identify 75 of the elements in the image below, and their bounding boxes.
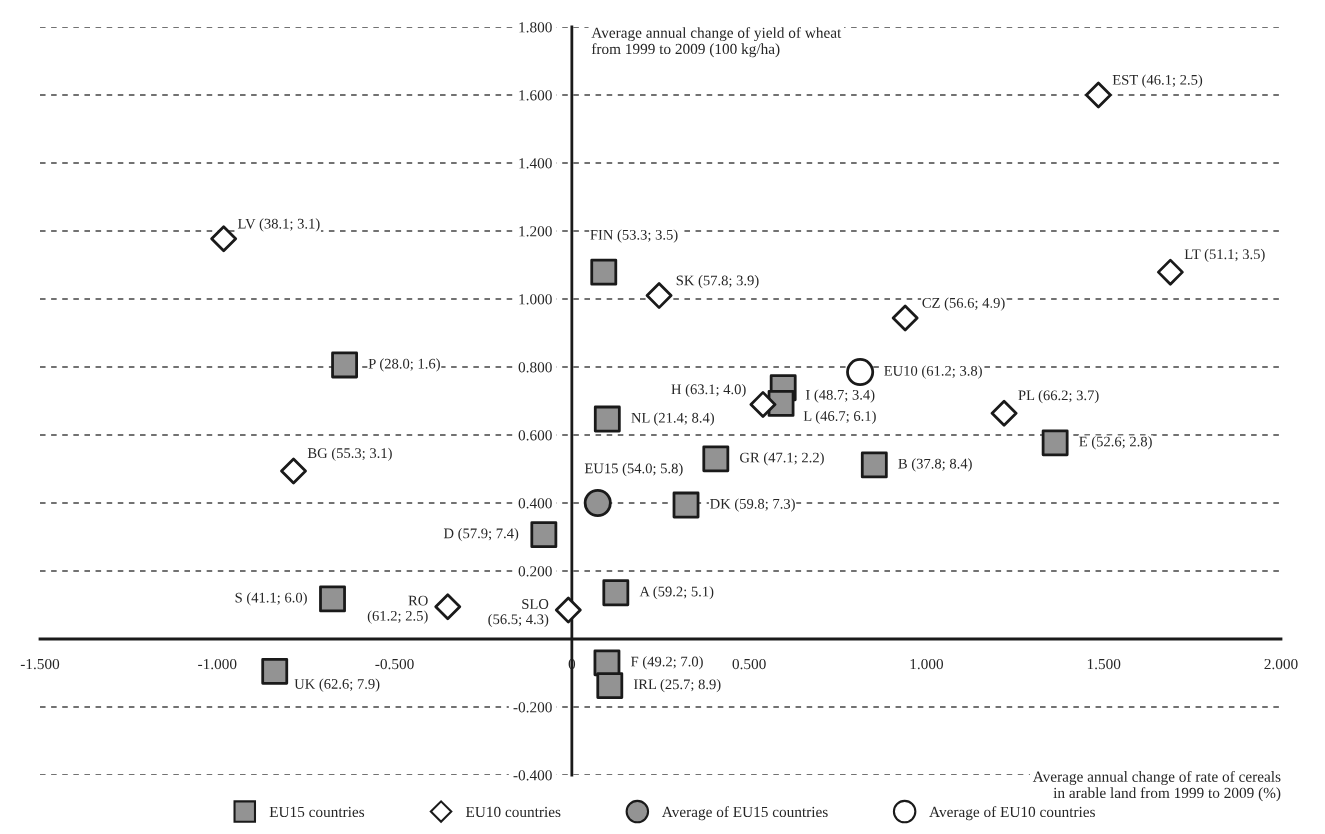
point	[990, 399, 1018, 427]
y-tick-label: 0.600	[518, 430, 552, 441]
y-tick-label: 1.400	[519, 158, 552, 169]
point	[210, 225, 238, 253]
annotation: EU15 (54.0; 5.8)	[584, 463, 683, 477]
x-tick-label: -1.500	[20, 658, 60, 670]
annotation: EU10 (61.2; 3.8)	[884, 365, 982, 379]
annotation: E (52.6; 2.8)	[1079, 436, 1152, 450]
x-tick-label: 1.000	[910, 658, 944, 670]
legend-label: Average of EU10 countries	[929, 806, 1095, 821]
point	[596, 672, 624, 699]
point	[672, 491, 700, 519]
y-tick-label: 0.800	[518, 362, 552, 373]
annotation: LT (51.1; 3.5)	[1184, 248, 1265, 263]
annotation: IRL (25.7; 8.9)	[633, 678, 721, 693]
y-tick-label: 0.400	[518, 498, 552, 509]
point	[1084, 81, 1112, 109]
annotation: RO (61.2; 2.5)	[367, 595, 428, 624]
annotation: LV (38.1; 3.1)	[237, 218, 320, 232]
point	[593, 405, 621, 433]
annotation: GR (47.1; 2.2)	[740, 452, 824, 466]
annotation: BG (55.3; 3.1)	[307, 447, 392, 461]
y-axis-title: Average annual change of yield of wheat from 1999 to 2009 (100 kg/ha)	[591, 27, 842, 58]
legend-label: EU15 countries	[269, 806, 365, 818]
annotation: H (63.1; 4.0)	[671, 383, 746, 398]
annotation: P (28.0; 1.6)	[368, 358, 440, 372]
y-tick-label: 1.200	[519, 226, 552, 237]
y-tick-label: -0.200	[513, 702, 552, 713]
point	[261, 657, 289, 685]
point	[583, 488, 612, 518]
point	[530, 521, 558, 549]
point	[702, 445, 730, 473]
point	[846, 358, 875, 387]
annotation: F (49.2; 7.0)	[630, 656, 703, 670]
annotation: UK (62.6; 7.9)	[294, 678, 380, 692]
annotation: A (59.2; 5.1)	[639, 586, 714, 600]
annotation: EST (46.1; 2.5)	[1112, 74, 1203, 88]
annotation: PL (66.2; 3.7)	[1018, 389, 1099, 404]
annotation: FIN (53.3; 3.5)	[590, 229, 678, 243]
y-tick-label: 1.000	[519, 294, 552, 305]
point	[331, 351, 358, 379]
annotation: SK (57.8; 3.9)	[676, 275, 759, 289]
x-tick-label: -1.000	[198, 658, 237, 670]
x-tick-label: 0.500	[732, 658, 766, 670]
x-tick-label: 2.000	[1264, 658, 1298, 670]
y-tick-label: 1.800	[519, 22, 552, 33]
point	[1156, 258, 1184, 286]
point	[860, 451, 888, 479]
legend-label: Average of EU15 countries	[661, 806, 828, 821]
annotation: SLO (56.5; 4.3)	[488, 599, 549, 628]
point	[749, 390, 777, 418]
point	[319, 585, 346, 613]
x-tick-label: -0.500	[375, 658, 414, 670]
annotation: CZ (56.6; 4.9)	[922, 297, 1005, 311]
point	[434, 593, 462, 621]
x-axis-title: Average annual change of rate of cereals in arable land from 1999 to 2009 (%)	[1032, 770, 1281, 802]
annotation: B (37.8; 8.4)	[898, 458, 972, 472]
point	[891, 304, 919, 332]
annotation: L (46.7; 6.1)	[803, 410, 876, 424]
annotation: NL (21.4; 8.4)	[631, 412, 714, 426]
annotation: D (57.9; 7.4)	[443, 528, 519, 542]
annotation: DK (59.8; 7.3)	[710, 498, 795, 512]
point	[645, 282, 673, 310]
point	[1041, 429, 1069, 457]
x-tick-label: 1.500	[1087, 658, 1121, 670]
annotation: I (48.7; 3.4)	[805, 389, 875, 403]
annotation: S (41.1; 6.0)	[235, 592, 307, 606]
y-tick-label: -0.400	[513, 770, 552, 781]
y-tick-label: 0.200	[518, 566, 552, 577]
point	[590, 258, 618, 286]
point	[602, 579, 630, 607]
point	[280, 457, 307, 485]
legend-label: EU10 countries	[465, 806, 561, 818]
y-tick-label: 1.600	[519, 90, 552, 101]
point	[554, 596, 582, 624]
